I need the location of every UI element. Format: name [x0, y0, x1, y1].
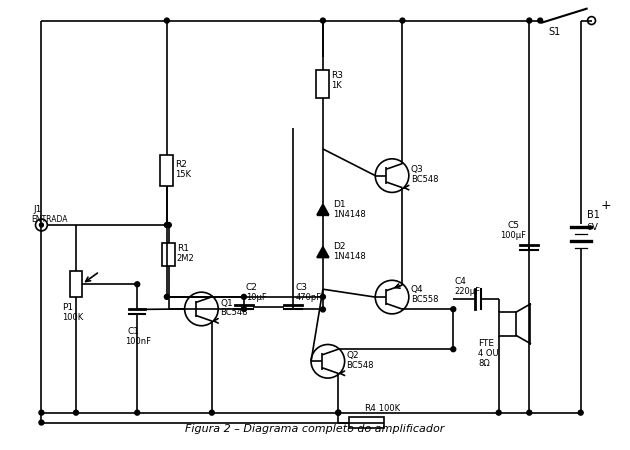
Text: Q2: Q2	[346, 351, 359, 360]
Circle shape	[135, 282, 140, 287]
Circle shape	[578, 410, 583, 415]
Text: R4: R4	[364, 404, 376, 413]
Bar	[161, 155, 173, 186]
Text: R2: R2	[175, 160, 186, 169]
Text: D2: D2	[333, 242, 345, 251]
Text: C3: C3	[295, 283, 307, 292]
Circle shape	[166, 223, 171, 227]
Bar	[499, 312, 517, 336]
Circle shape	[321, 18, 325, 23]
Circle shape	[538, 18, 542, 23]
Polygon shape	[317, 247, 329, 257]
Text: C2: C2	[246, 283, 258, 292]
Bar	[316, 70, 329, 98]
Circle shape	[164, 223, 169, 227]
Text: D1: D1	[333, 200, 345, 209]
Circle shape	[241, 294, 246, 299]
Text: 470pF: 470pF	[295, 292, 321, 302]
Text: C4: C4	[454, 277, 466, 286]
Text: P1: P1	[62, 303, 73, 312]
Text: 1N4148: 1N4148	[333, 252, 365, 261]
Circle shape	[39, 410, 44, 415]
Text: 1K: 1K	[331, 81, 341, 90]
Circle shape	[336, 410, 341, 415]
Circle shape	[39, 420, 44, 425]
Circle shape	[496, 410, 501, 415]
Circle shape	[164, 294, 169, 299]
Text: BC548: BC548	[220, 308, 248, 317]
Circle shape	[321, 307, 325, 312]
Circle shape	[321, 294, 325, 299]
Text: 100K: 100K	[371, 404, 401, 413]
Text: Q4: Q4	[411, 285, 423, 294]
Circle shape	[400, 18, 405, 23]
Text: 6V: 6V	[587, 224, 598, 233]
Circle shape	[209, 410, 214, 415]
Circle shape	[451, 347, 455, 352]
Circle shape	[527, 410, 532, 415]
Text: 8Ω: 8Ω	[478, 359, 490, 368]
Text: Q1: Q1	[220, 298, 233, 307]
Text: FTE: FTE	[478, 339, 494, 348]
Text: 100μF: 100μF	[500, 231, 527, 240]
Circle shape	[74, 410, 79, 415]
Circle shape	[40, 223, 43, 227]
Text: 4 OU: 4 OU	[478, 349, 498, 358]
Circle shape	[164, 18, 169, 23]
Text: J1: J1	[33, 205, 42, 214]
Circle shape	[451, 307, 455, 312]
Text: 10μF: 10μF	[246, 292, 266, 302]
Text: BC548: BC548	[346, 361, 374, 370]
Text: 100nF: 100nF	[125, 337, 151, 346]
Text: S1: S1	[548, 27, 560, 37]
Circle shape	[527, 18, 532, 23]
Text: 100K: 100K	[62, 313, 83, 322]
Circle shape	[135, 410, 140, 415]
Text: 15K: 15K	[175, 170, 191, 179]
Polygon shape	[317, 204, 329, 215]
Text: Figura 2 – Diagrama completo do amplificador: Figura 2 – Diagrama completo do amplific…	[185, 424, 445, 434]
Text: Q3: Q3	[411, 165, 423, 174]
Text: +: +	[600, 199, 611, 212]
Bar	[348, 417, 384, 428]
Text: C5: C5	[508, 221, 520, 230]
Text: 220μF: 220μF	[454, 287, 480, 296]
Bar	[69, 271, 83, 297]
Text: BC548: BC548	[411, 175, 438, 184]
Text: C1: C1	[127, 327, 139, 336]
Circle shape	[336, 410, 341, 415]
Text: 1N4148: 1N4148	[333, 210, 365, 219]
Text: R1: R1	[177, 244, 189, 253]
Text: BC558: BC558	[411, 295, 438, 304]
Circle shape	[241, 306, 246, 311]
Bar	[163, 243, 175, 266]
Text: ENTRADA: ENTRADA	[32, 215, 68, 224]
Text: B1: B1	[587, 210, 600, 220]
Text: 2M2: 2M2	[177, 254, 195, 263]
Text: R3: R3	[331, 72, 343, 81]
